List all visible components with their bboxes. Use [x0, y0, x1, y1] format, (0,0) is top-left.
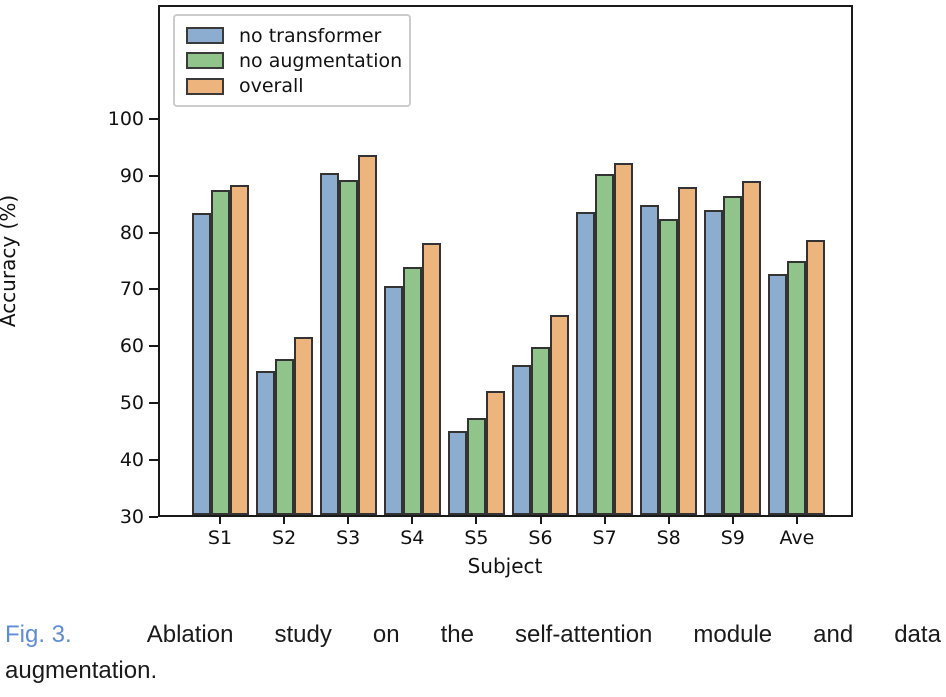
bar-s8-no-augmentation [659, 218, 679, 515]
bar-s5-overall [485, 390, 505, 515]
y-tick-label-90: 90 [119, 164, 144, 187]
bar-chart-figure: Accuracy (%) no transformer no augmentat… [0, 5, 853, 578]
bar-s7-no-augmentation [595, 174, 615, 515]
caption-word: module [693, 621, 773, 648]
legend-swatch-overall [186, 77, 224, 95]
x-tick-label-s9: S9 [720, 527, 745, 549]
caption-word: Ablation [146, 621, 234, 648]
bar-s5-no-transformer [447, 431, 467, 515]
y-tick-label-30: 30 [119, 506, 144, 528]
y-tick-label-100: 100 [107, 107, 144, 130]
bar-s3-no-augmentation [338, 179, 358, 515]
legend-label-no-transformer: no transformer [239, 24, 382, 47]
bar-s9-no-augmentation [723, 196, 743, 515]
bar-s3-overall [357, 155, 377, 515]
legend-label-no-augmentation: no augmentation [239, 49, 403, 72]
bar-s4-no-augmentation [402, 266, 422, 515]
caption-word: the [440, 621, 474, 648]
bar-ave-no-augmentation [787, 261, 807, 515]
y-tick-mark-30 [149, 516, 158, 518]
x-tick-label-ave: Ave [779, 527, 815, 549]
x-tick-mark-ave [795, 517, 798, 524]
bar-ave-overall [806, 239, 826, 515]
x-tick-mark-s2 [283, 517, 286, 524]
x-tick-label-s4: S4 [400, 527, 425, 549]
y-tick-mark-60 [149, 345, 158, 348]
bar-s9-no-transformer [704, 209, 724, 515]
caption-line-2: augmentation. [5, 657, 158, 684]
bar-s7-no-transformer [576, 211, 596, 515]
bars-layer [160, 7, 851, 515]
bar-ave-no-transformer [768, 273, 788, 515]
x-tick-mark-s6 [539, 517, 542, 524]
x-tick-label-s5: S5 [464, 527, 489, 549]
y-tick-mark-70 [149, 288, 158, 291]
legend-label-overall: overall [239, 75, 304, 98]
bar-s2-no-transformer [255, 370, 275, 515]
bar-s1-no-transformer [191, 213, 211, 515]
x-tick-mark-s4 [411, 517, 414, 524]
y-tick-label-60: 60 [119, 335, 144, 358]
bar-s6-no-augmentation [531, 346, 550, 515]
bar-s2-overall [293, 336, 313, 515]
y-tick-mark-90 [149, 174, 158, 177]
y-tick-label-50: 50 [119, 392, 144, 415]
y-tick-mark-50 [149, 402, 158, 405]
figure-number-label: Fig. 3. [5, 621, 72, 648]
legend: no transformer no augmentation overall [173, 14, 411, 107]
caption-line-1: Fig. 3. Ablation study on the self-attention… [5, 621, 941, 649]
y-tick-mark-100 [149, 117, 158, 120]
bar-s1-overall [229, 185, 249, 515]
y-tick-label-40: 40 [119, 449, 144, 472]
legend-item-overall: overall [186, 74, 399, 99]
legend-item-no-augmentation: no augmentation [186, 48, 403, 73]
figure-caption: Fig. 3. Ablation study on the self-attention… [5, 621, 941, 685]
legend-swatch-no-augmentation [186, 52, 224, 70]
bar-s7-overall [614, 162, 634, 515]
x-tick-mark-s1 [219, 517, 221, 524]
x-tick-label-s2: S2 [272, 527, 297, 549]
bar-s9-overall [742, 181, 762, 515]
caption-word: and [813, 621, 854, 648]
bar-s1-no-augmentation [210, 190, 230, 515]
bar-s5-no-augmentation [466, 417, 486, 515]
legend-item-no-transformer: no transformer [186, 23, 399, 48]
x-tick-mark-s9 [731, 517, 734, 524]
bar-s8-overall [678, 187, 698, 515]
x-tick-label-s7: S7 [592, 527, 617, 549]
x-tick-label-s3: S3 [336, 527, 361, 549]
bar-s8-no-transformer [640, 204, 660, 515]
caption-word: study [274, 621, 332, 648]
bar-s6-overall [550, 315, 569, 515]
legend-swatch-no-transformer [186, 27, 224, 45]
bar-s4-overall [421, 242, 441, 515]
y-tick-mark-80 [149, 231, 158, 234]
y-tick-label-70: 70 [119, 278, 144, 301]
bar-s2-no-augmentation [274, 358, 294, 515]
x-tick-mark-s7 [603, 517, 606, 524]
bar-s3-no-transformer [319, 172, 339, 515]
x-tick-label-s1: S1 [207, 527, 233, 549]
bar-s6-no-transformer [512, 365, 531, 515]
x-axis-label: Subject [467, 554, 543, 578]
y-tick-mark-40 [149, 459, 158, 462]
bar-s4-no-transformer [383, 285, 403, 515]
x-tick-mark-s3 [347, 517, 350, 524]
x-tick-label-s6: S6 [528, 527, 553, 549]
x-tick-mark-s8 [667, 517, 670, 524]
x-tick-label-s8: S8 [656, 527, 681, 549]
caption-word: self-attention [514, 621, 653, 648]
caption-word: data [894, 621, 941, 648]
plot-area: no transformer no augmentation overall [158, 5, 853, 517]
x-tick-mark-s5 [475, 517, 478, 524]
y-tick-label-80: 80 [119, 221, 144, 244]
caption-word: on [372, 621, 400, 648]
